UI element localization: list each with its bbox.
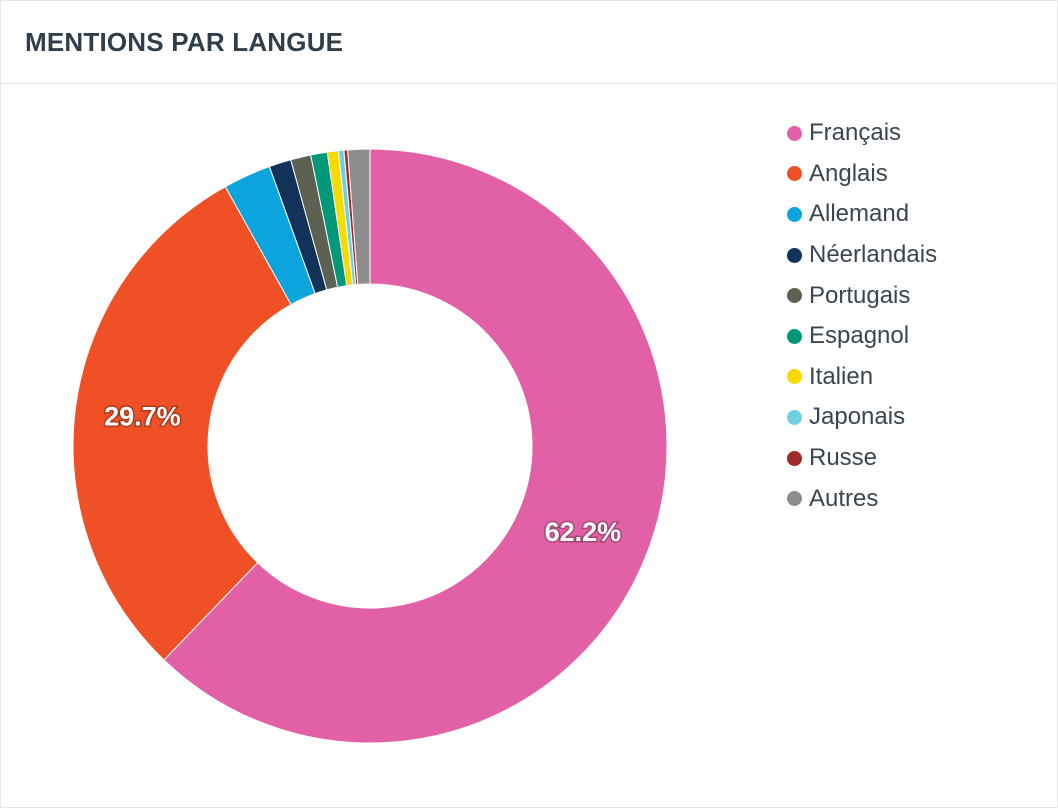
legend-item-allemand[interactable]: Allemand [787, 194, 937, 235]
legend-item-autres[interactable]: Autres [787, 478, 937, 519]
legend-label: Japonais [809, 403, 906, 431]
card-title: MENTIONS PAR LANGUE [25, 27, 344, 57]
slice-francais[interactable] [163, 148, 668, 744]
data-label-anglais: 29.7% [104, 402, 181, 432]
donut-labels: 62.2% 29.7% [103, 400, 623, 548]
legend-dot-icon [787, 369, 802, 385]
legend-label: Espagnol [809, 322, 910, 350]
legend-label: Italien [809, 362, 874, 390]
legend-dot-icon [787, 328, 802, 344]
legend-item-espagnol[interactable]: Espagnol [787, 316, 937, 357]
legend-dot-icon [787, 409, 802, 425]
slice-anglais[interactable] [72, 185, 292, 661]
legend-dot-icon [787, 491, 802, 507]
legend-label: Portugais [809, 281, 911, 309]
legend-dot-icon [787, 206, 802, 222]
legend-item-anglais[interactable]: Anglais [787, 154, 937, 195]
legend-dot-icon [787, 450, 802, 466]
legend-label: Russe [809, 444, 878, 472]
legend-item-italien[interactable]: Italien [787, 357, 937, 398]
donut-slices [72, 148, 668, 744]
legend-item-russe[interactable]: Russe [787, 438, 937, 479]
legend-label: Français [809, 119, 902, 147]
legend-label: Allemand [809, 200, 910, 228]
legend-item-neerlandais[interactable]: Néerlandais [787, 235, 937, 276]
legend-dot-icon [787, 166, 802, 182]
legend-dot-icon [787, 288, 802, 304]
legend-label: Autres [809, 484, 879, 512]
donut-chart: 62.2% 29.7% [72, 148, 668, 744]
legend-dot-icon [787, 125, 802, 141]
slice-autres[interactable] [347, 148, 371, 285]
card-header: MENTIONS PAR LANGUE [1, 1, 1057, 84]
data-label-francais: 62.2% [545, 517, 622, 547]
legend-item-japonais[interactable]: Japonais [787, 397, 937, 438]
legend-label: Anglais [809, 159, 888, 187]
legend: Français Anglais Allemand Néerlandais Portug… [787, 113, 937, 519]
legend-label: Néerlandais [809, 241, 938, 269]
legend-dot-icon [787, 247, 802, 263]
legend-item-portugais[interactable]: Portugais [787, 275, 937, 316]
legend-item-francais[interactable]: Français [787, 113, 937, 154]
